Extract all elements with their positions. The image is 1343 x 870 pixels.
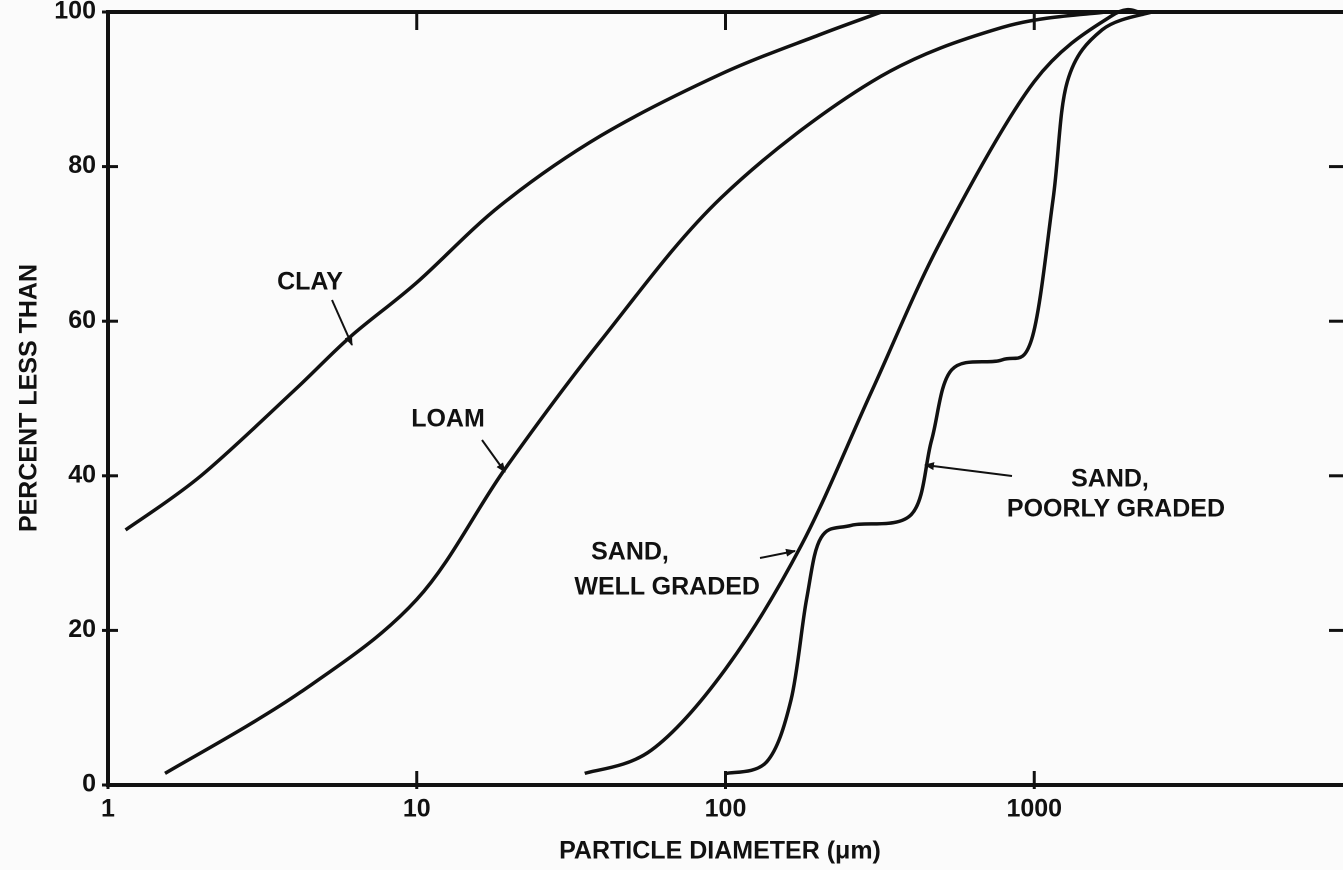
x-tick-label: 10 bbox=[403, 795, 431, 823]
annotation-arrow bbox=[759, 548, 796, 559]
x-tick-label: 100 bbox=[705, 795, 747, 823]
annotation-arrow bbox=[481, 439, 506, 473]
annotation: LOAM bbox=[411, 405, 485, 433]
plot-frame bbox=[106, 10, 1343, 787]
curve bbox=[164, 10, 1106, 775]
y-axis-label: PERCENT LESS THAN bbox=[15, 264, 43, 532]
annotation: SAND, bbox=[1071, 465, 1149, 493]
y-tick-label: 20 bbox=[68, 615, 96, 643]
curve bbox=[725, 10, 1153, 776]
y-tick-label: 100 bbox=[54, 0, 96, 25]
curve bbox=[124, 10, 883, 532]
x-tick-label: 1000 bbox=[1006, 795, 1062, 823]
y-tick-label: 40 bbox=[68, 460, 96, 488]
curve bbox=[584, 7, 1141, 776]
y-tick-label: 0 bbox=[82, 770, 96, 798]
annotation-arrow bbox=[331, 299, 353, 346]
x-axis-label: PARTICLE DIAMETER (μm) bbox=[559, 837, 881, 865]
x-tick-label: 1 bbox=[101, 795, 115, 823]
annotation: WELL GRADED bbox=[574, 573, 760, 601]
annotation-arrow bbox=[924, 462, 1013, 477]
annotation: POORLY GRADED bbox=[1007, 495, 1225, 523]
annotation: CLAY bbox=[277, 268, 343, 296]
annotation: SAND, bbox=[591, 538, 669, 566]
y-tick-label: 80 bbox=[68, 151, 96, 179]
y-tick-label: 60 bbox=[68, 306, 96, 334]
